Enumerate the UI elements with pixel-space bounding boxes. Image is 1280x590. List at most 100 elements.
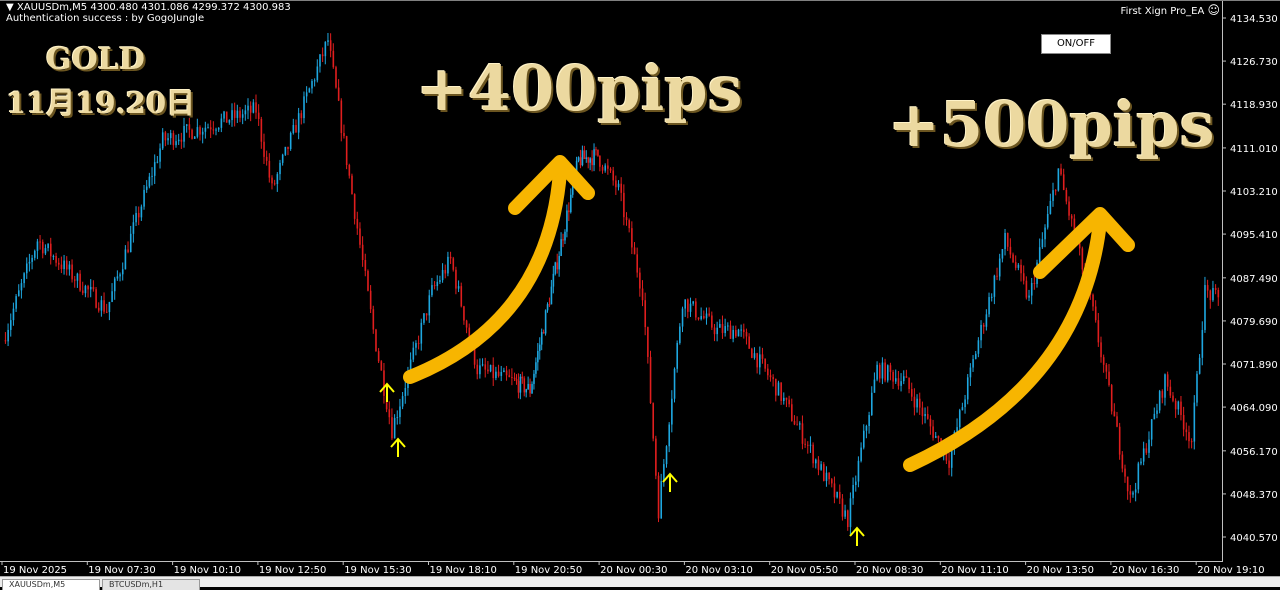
candle [199,127,201,135]
candle [23,273,25,284]
candle [236,110,239,118]
candle [212,129,215,131]
candle [353,194,356,219]
candle [487,369,489,372]
candle [380,361,383,371]
candle [388,409,391,418]
candle [36,241,39,251]
time-tick-label: 20 Nov 05:50 [771,565,838,576]
candle [649,356,652,404]
candle [836,491,838,498]
collapse-triangle-icon[interactable]: ▼ [6,2,17,13]
candle [700,316,702,320]
candle [647,327,649,357]
candle [113,278,116,292]
candle [1190,441,1193,443]
candle [1196,373,1198,403]
candle [852,485,854,499]
candle [295,125,297,133]
tab-btcusd[interactable]: BTCUSDm,H1 [102,579,200,590]
candle [575,160,578,176]
candle [689,303,692,312]
candle [1020,264,1022,274]
gain-400-label: +400pips [416,52,743,125]
candle [1030,282,1033,296]
candle [393,417,396,439]
smiley-icon: ☺ [1207,3,1220,17]
time-tick-label: 19 Nov 15:30 [344,565,411,576]
candlestick-chart[interactable]: 4134.530 4126.730 4118.930 4111.010 4103.210… [0,0,1280,576]
time-tick-label: 20 Nov 08:30 [856,565,923,576]
candle [404,388,407,397]
candle [539,344,541,351]
candle [988,297,990,315]
candle [457,286,460,289]
candle [1126,476,1129,492]
candle [431,285,433,296]
candle [873,379,876,393]
annotation-arrows [403,155,1135,472]
time-tick-label: 19 Nov 20:50 [515,565,582,576]
candle [886,365,889,381]
candle [546,304,549,311]
candle [607,165,609,169]
price-axis: 4134.530 4126.730 4118.930 4111.010 4103.210… [1222,14,1278,544]
candle [812,444,814,464]
candle [585,157,588,160]
candle [369,290,372,310]
candle [287,146,289,149]
candle [636,254,639,273]
candle [1132,492,1134,495]
candle [129,233,132,253]
price-tick-label: 4103.210 [1230,187,1278,198]
candle [513,377,516,380]
candle [1044,227,1046,240]
candle [116,276,119,279]
candle [644,300,647,328]
tab-xauusd[interactable]: XAUUSDm,M5 [2,579,100,590]
candle [489,364,492,372]
candle [164,132,167,141]
candle [289,133,292,149]
candle [889,365,892,372]
candle [583,150,586,160]
candle [281,154,284,163]
candle [673,368,676,399]
candle [531,383,533,394]
candle [348,165,351,176]
candle [1017,264,1020,268]
candle [591,158,593,166]
candle [479,365,481,375]
candle [884,362,886,381]
candle [399,406,401,418]
candle [20,283,23,291]
candle [1057,168,1060,191]
candle [271,177,273,184]
price-tick-label: 4056.170 [1230,447,1278,458]
candle [428,295,431,316]
candle [577,157,580,161]
candle [737,329,740,337]
candle [161,132,164,149]
candle [571,180,574,195]
candle [1172,395,1174,401]
candle [156,161,159,163]
candle [372,309,375,330]
candle [308,88,311,93]
candle [412,347,415,360]
candle [345,136,348,166]
candle [127,249,129,253]
candle [1201,329,1204,358]
candle [383,370,385,396]
candle [415,343,417,348]
candle [241,114,244,118]
candle [1054,190,1057,192]
candle [579,157,582,166]
candle [972,359,974,368]
onoff-button[interactable]: ON/OFF [1041,34,1111,54]
candle [1121,454,1124,469]
candle [1150,419,1153,440]
candle [897,378,900,386]
candle [780,382,782,401]
candle [910,388,913,397]
